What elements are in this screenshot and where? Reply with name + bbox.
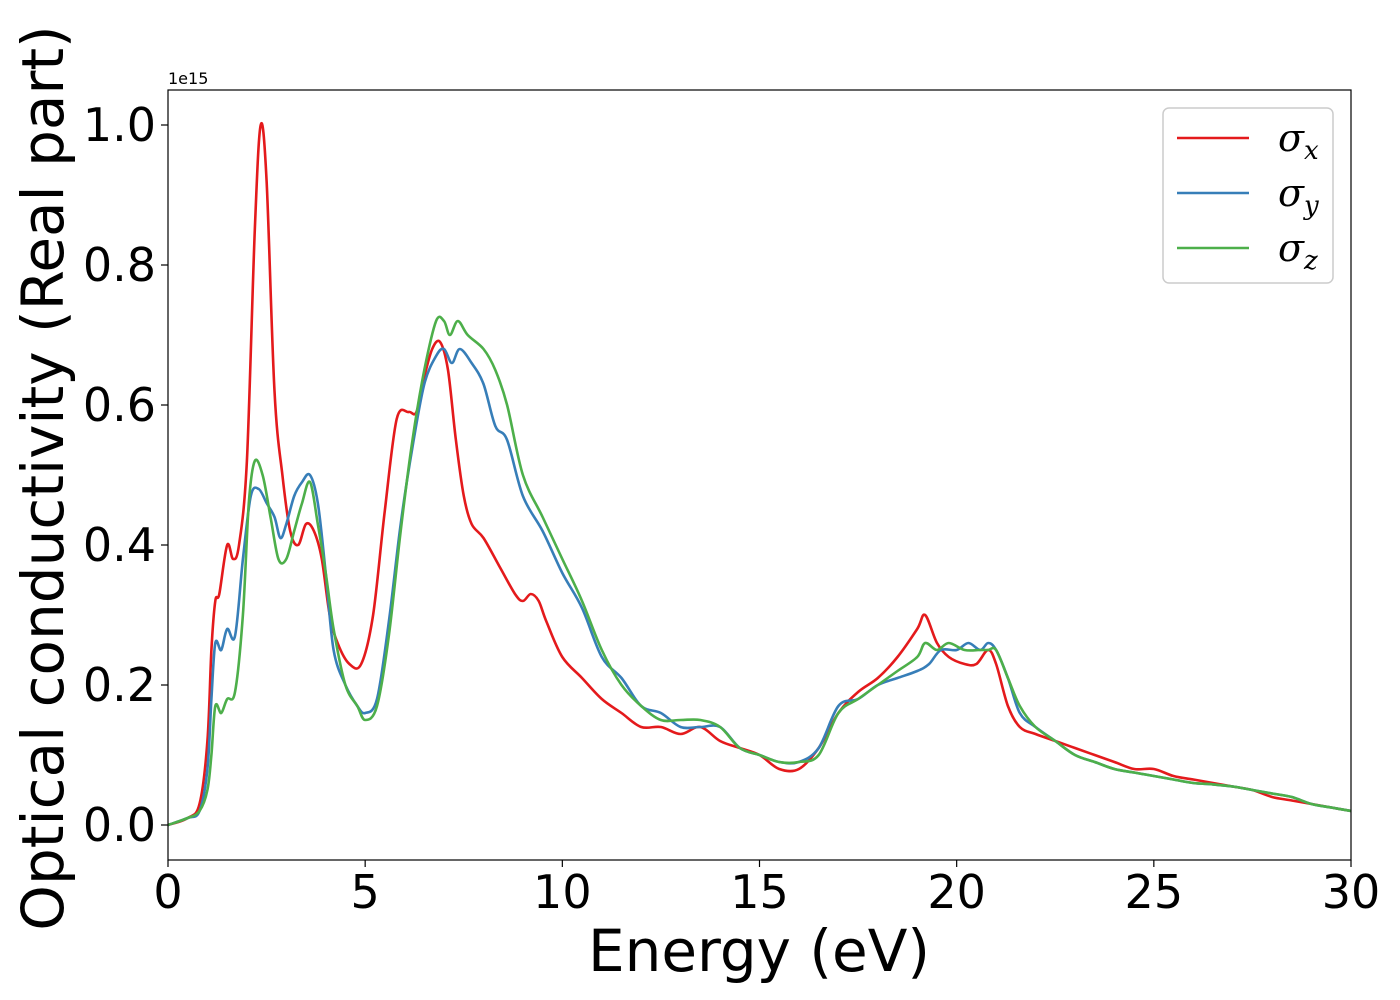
legend-box — [1162, 107, 1334, 284]
y-tick-label: 1.0 — [83, 98, 156, 152]
series-line-z — [168, 315, 1351, 827]
y-offset-label: 1e15 — [168, 69, 208, 88]
y-tick-label: 0.2 — [83, 658, 156, 712]
x-tick-label: 5 — [351, 865, 380, 919]
y-tick-label: 0.0 — [83, 798, 156, 852]
y-axis-label: Optical conductivity (Real part) — [9, 25, 77, 930]
series-layer — [168, 122, 1351, 827]
x-tick-label: 25 — [1125, 865, 1184, 919]
x-tick-label: 0 — [153, 865, 182, 919]
y-tick-label: 0.4 — [83, 518, 156, 572]
legend-label-y: σy — [1278, 171, 1319, 221]
x-tick-label: 20 — [927, 865, 986, 919]
y-tick-label: 0.8 — [83, 238, 156, 292]
x-axis-label: Energy (eV) — [588, 917, 930, 985]
legend-label-z: σz — [1278, 226, 1318, 276]
y-axis-ticks: 0.0 0.2 0.4 0.6 0.8 1.0 — [83, 98, 168, 852]
y-tick-label: 0.6 — [83, 378, 156, 432]
legend-label-x: σx — [1278, 116, 1319, 166]
x-axis-ticks: 0 5 10 15 20 25 30 — [153, 860, 1380, 919]
plot-background — [168, 90, 1351, 860]
x-tick-label: 15 — [730, 865, 789, 919]
x-tick-label: 30 — [1322, 865, 1381, 919]
x-tick-label: 10 — [533, 865, 592, 919]
